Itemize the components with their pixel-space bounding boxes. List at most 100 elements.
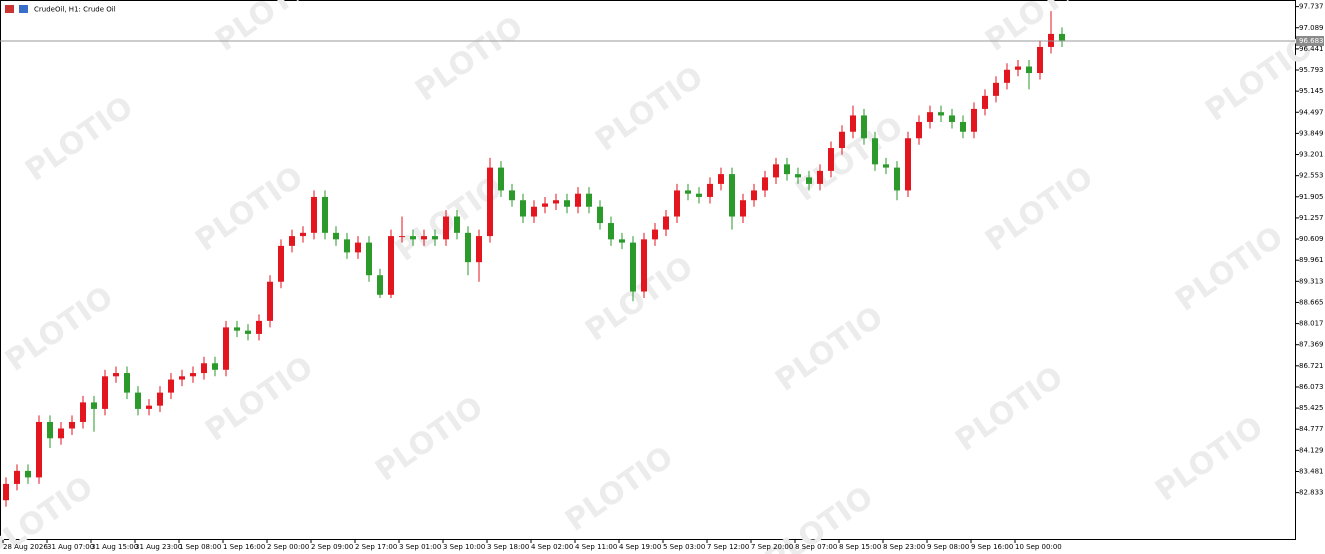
candle-body	[344, 239, 350, 253]
y-tick-label: 86.721	[1299, 362, 1324, 370]
chart-title: CrudeOil, H1: Crude Oil	[34, 6, 116, 14]
candle-body	[432, 236, 438, 240]
candle-body	[399, 236, 405, 238]
candle-body	[652, 229, 658, 240]
candle-body	[531, 206, 537, 217]
candle-body	[828, 148, 834, 171]
x-tick-label: 7 Sep 20:00	[751, 543, 793, 551]
candle-body	[861, 115, 867, 139]
candle-body	[685, 190, 691, 194]
candle-body	[762, 177, 768, 191]
watermark: PLOTIO	[19, 90, 140, 189]
candle-body	[80, 402, 86, 422]
x-tick-label: 31 Aug 15:00	[91, 543, 138, 551]
candle-body	[542, 203, 548, 207]
watermark: PLOTIO	[209, 0, 330, 59]
watermark: PLOTIO	[789, 110, 910, 209]
candle-body	[575, 193, 581, 207]
candle-body	[223, 327, 229, 370]
y-tick-label: 84.129	[1299, 446, 1324, 454]
candle-body	[696, 193, 702, 197]
x-tick-label: 4 Sep 02:00	[531, 543, 573, 551]
current-price-box	[1296, 35, 1324, 46]
candle-body	[916, 121, 922, 139]
x-tick-label: 2 Sep 09:00	[311, 543, 353, 551]
candle-body	[1015, 66, 1021, 70]
candle-body	[289, 236, 295, 246]
candle-body	[245, 330, 251, 334]
candle-body	[179, 376, 185, 380]
y-tick-label: 90.609	[1299, 235, 1324, 243]
candle-body	[69, 421, 75, 429]
y-tick-label: 93.201	[1299, 151, 1324, 159]
x-tick-label: 31 Aug 23:00	[135, 543, 182, 551]
watermark: PLOTIO	[369, 390, 490, 489]
candle-body	[300, 232, 306, 237]
candle-body	[212, 363, 218, 370]
candle-body	[751, 190, 757, 201]
chart-icon	[5, 5, 14, 13]
candle-body	[333, 232, 339, 240]
candle-body	[1048, 33, 1054, 47]
candle-body	[3, 483, 9, 501]
candle-body	[388, 236, 394, 295]
candle-body	[608, 223, 614, 240]
x-tick-label: 7 Sep 12:00	[707, 543, 749, 551]
candle-body	[234, 327, 240, 331]
watermark: PLOTIO	[559, 440, 680, 539]
candle-body	[322, 196, 328, 233]
candle-body	[267, 281, 273, 321]
candle-body	[773, 164, 779, 178]
chart-icon	[19, 5, 28, 13]
candle-body	[190, 373, 196, 377]
candle-body	[960, 121, 966, 132]
x-tick-label: 8 Sep 23:00	[883, 543, 925, 551]
candle-body	[465, 232, 471, 263]
candle-body	[1037, 46, 1043, 74]
x-tick-label: 10 Sep 00:00	[1015, 543, 1062, 551]
y-tick-label: 83.481	[1299, 467, 1324, 475]
candle-body	[806, 177, 812, 184]
candle-body	[14, 470, 20, 484]
candle-body	[872, 138, 878, 165]
candle-body	[1059, 33, 1065, 41]
y-tick-label: 97.089	[1299, 24, 1324, 32]
candle-body	[971, 108, 977, 132]
candle-body	[938, 112, 944, 116]
x-tick-label: 31 Aug 07:00	[47, 543, 94, 551]
candle-body	[124, 373, 130, 393]
y-tick-label: 96.441	[1299, 45, 1324, 53]
candle-body	[993, 82, 999, 96]
candle-body	[707, 183, 713, 197]
x-tick-label: 4 Sep 11:00	[575, 543, 617, 551]
y-tick-label: 88.017	[1299, 320, 1324, 328]
candle-body	[839, 131, 845, 149]
y-tick-label: 85.425	[1299, 404, 1324, 412]
x-tick-label: 4 Sep 19:00	[619, 543, 661, 551]
candle-body	[520, 200, 526, 217]
y-tick-label: 94.497	[1299, 108, 1324, 116]
x-tick-label: 28 Aug 2026	[3, 543, 48, 551]
candle-body	[718, 174, 724, 184]
x-tick-label: 3 Sep 01:00	[399, 543, 441, 551]
x-tick-label: 2 Sep 00:00	[267, 543, 309, 551]
x-tick-label: 9 Sep 08:00	[927, 543, 969, 551]
candle-body	[597, 206, 603, 224]
y-tick-label: 95.793	[1299, 66, 1324, 74]
candle-body	[421, 236, 427, 240]
candle-body	[377, 275, 383, 295]
x-tick-label: 1 Sep 08:00	[179, 543, 221, 551]
x-tick-label: 1 Sep 16:00	[223, 543, 265, 551]
y-tick-label: 86.073	[1299, 383, 1324, 391]
candle-body	[113, 373, 119, 377]
candle-body	[278, 245, 284, 282]
x-tick-label: 8 Sep 15:00	[839, 543, 881, 551]
candle-body	[91, 402, 97, 409]
candle-body	[982, 95, 988, 109]
candle-body	[410, 236, 416, 240]
candle-body	[201, 363, 207, 374]
x-tick-label: 8 Sep 07:00	[795, 543, 837, 551]
current-price-label: 96.683	[1299, 37, 1324, 45]
y-tick-label: 97.737	[1299, 3, 1324, 11]
candle-body	[927, 112, 933, 122]
